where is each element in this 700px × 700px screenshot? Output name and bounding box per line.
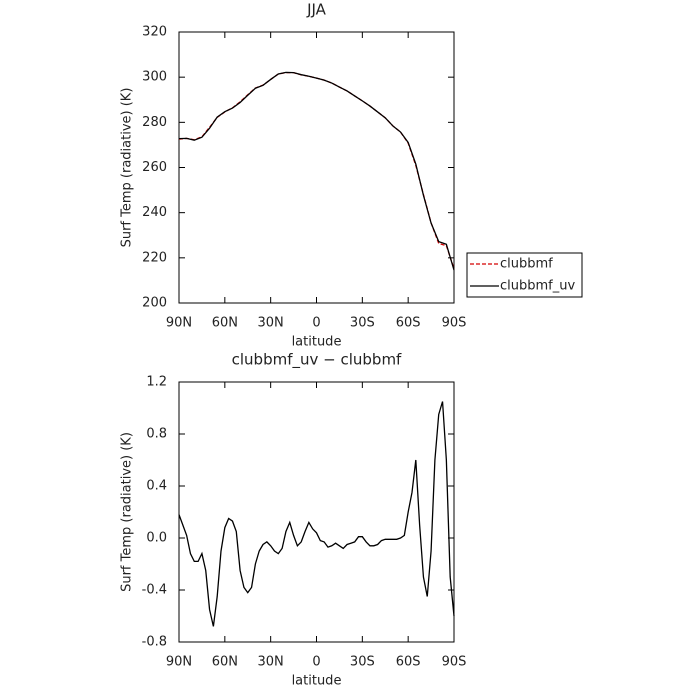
- series-line: [178, 72, 455, 269]
- y-tick-label: 300: [142, 70, 167, 85]
- x-tick-label: 90S: [442, 316, 467, 331]
- x-tick-label: 90N: [166, 655, 192, 670]
- plot-frame: [178, 31, 455, 304]
- y-tick-label: 280: [142, 115, 167, 130]
- y-tick-label: 260: [142, 160, 167, 175]
- x-tick-label: 0: [312, 655, 320, 670]
- y-tick-label: -0.4: [142, 583, 167, 598]
- x-tick-label: 60S: [396, 655, 421, 670]
- y-tick-label: -0.8: [142, 635, 167, 650]
- plot-frame: [178, 381, 455, 643]
- series-line: [178, 71, 455, 271]
- legend-box: [466, 252, 583, 298]
- x-axis-label: latitude: [292, 335, 342, 350]
- x-tick-label: 30S: [350, 655, 375, 670]
- y-tick-label: 0.4: [146, 479, 167, 494]
- y-tick-label: 0.8: [146, 427, 167, 442]
- legend-label: clubbmf_uv: [500, 279, 575, 294]
- series-line: [178, 401, 455, 627]
- y-axis-label: Surf Temp (radiative) (K): [120, 432, 135, 592]
- legend-label: clubbmf: [500, 257, 553, 272]
- y-tick-label: 240: [142, 205, 167, 220]
- y-tick-label: 1.2: [146, 375, 167, 390]
- x-tick-label: 30N: [258, 316, 284, 331]
- y-tick-label: 0.0: [146, 531, 167, 546]
- y-axis-label: Surf Temp (radiative) (K): [120, 88, 135, 248]
- x-tick-label: 30S: [350, 316, 375, 331]
- y-tick-label: 200: [142, 296, 167, 311]
- y-tick-label: 320: [142, 25, 167, 40]
- chart-title: clubbmf_uv − clubbmf: [232, 351, 402, 370]
- y-tick-label: 220: [142, 250, 167, 265]
- x-axis-label: latitude: [292, 674, 342, 689]
- x-tick-label: 0: [312, 316, 320, 331]
- x-tick-label: 30N: [258, 655, 284, 670]
- x-tick-label: 60S: [396, 316, 421, 331]
- chart-title: JJA: [306, 1, 327, 19]
- x-tick-label: 60N: [212, 655, 238, 670]
- x-tick-label: 90N: [166, 316, 192, 331]
- x-tick-label: 90S: [442, 655, 467, 670]
- x-tick-label: 60N: [212, 316, 238, 331]
